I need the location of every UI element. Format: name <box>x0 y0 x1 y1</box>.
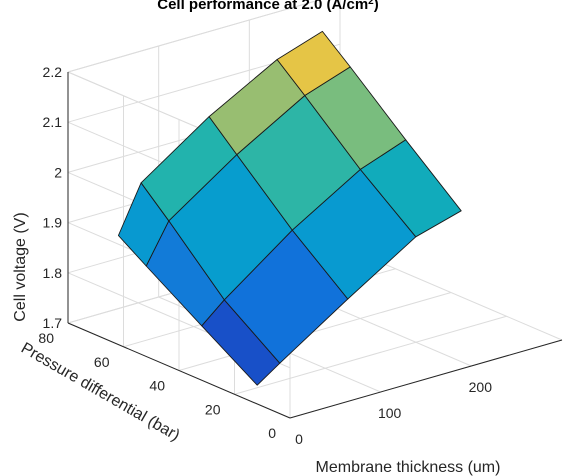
z-tick-label: 2.2 <box>43 64 63 80</box>
axes-lines <box>67 72 563 419</box>
z-tick-label: 1.8 <box>43 265 63 281</box>
x-axis-label: Membrane thickness (um) <box>316 459 501 476</box>
x-tick-label: 100 <box>378 405 402 421</box>
surface-mesh <box>117 30 462 386</box>
grid-line <box>234 315 507 395</box>
z-axis-label: Cell voltage (V) <box>12 212 29 321</box>
x-axis-line <box>289 339 563 419</box>
y-tick-label: 20 <box>205 401 221 417</box>
y-tick-label: 80 <box>38 330 54 346</box>
z-tick-label: 1.9 <box>43 215 63 231</box>
grid-line <box>178 292 452 371</box>
surface-patch <box>276 30 351 96</box>
x-tick-label: 0 <box>295 431 303 447</box>
chart-title: Cell performance at 2.0 (A/cm2) <box>157 0 378 13</box>
tick-labels: 1.71.81.922.12.202040608001002003 <box>38 64 493 447</box>
z-tick-label: 2.1 <box>43 114 63 130</box>
y-tick-label: 40 <box>149 378 165 394</box>
z-tick-label: 1.7 <box>43 315 63 331</box>
y-tick-label: 60 <box>94 354 110 370</box>
box-edge <box>67 0 321 73</box>
x-tick-label: 200 <box>469 379 493 395</box>
z-tick-label: 2 <box>54 164 62 180</box>
y-tick-label: 0 <box>268 425 276 441</box>
y-axis-line <box>67 322 291 419</box>
